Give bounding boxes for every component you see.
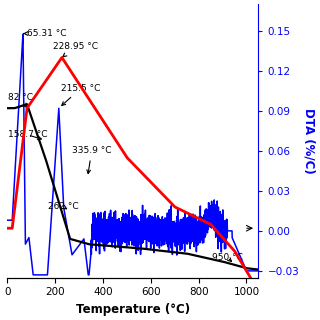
Text: 82 °C: 82 °C <box>8 93 33 108</box>
Y-axis label: DTA (%/C): DTA (%/C) <box>303 108 316 174</box>
Text: 228.95 °C: 228.95 °C <box>53 42 98 57</box>
Text: 215.5 °C: 215.5 °C <box>61 84 100 106</box>
Text: 950 °C: 950 °C <box>212 253 243 262</box>
Text: 65.31 °C: 65.31 °C <box>24 29 66 38</box>
Text: 262 °C: 262 °C <box>48 202 79 212</box>
Text: 335.9 °C: 335.9 °C <box>72 146 111 173</box>
X-axis label: Temperature (°C): Temperature (°C) <box>76 303 190 316</box>
Text: 158.7 °C: 158.7 °C <box>8 130 47 140</box>
